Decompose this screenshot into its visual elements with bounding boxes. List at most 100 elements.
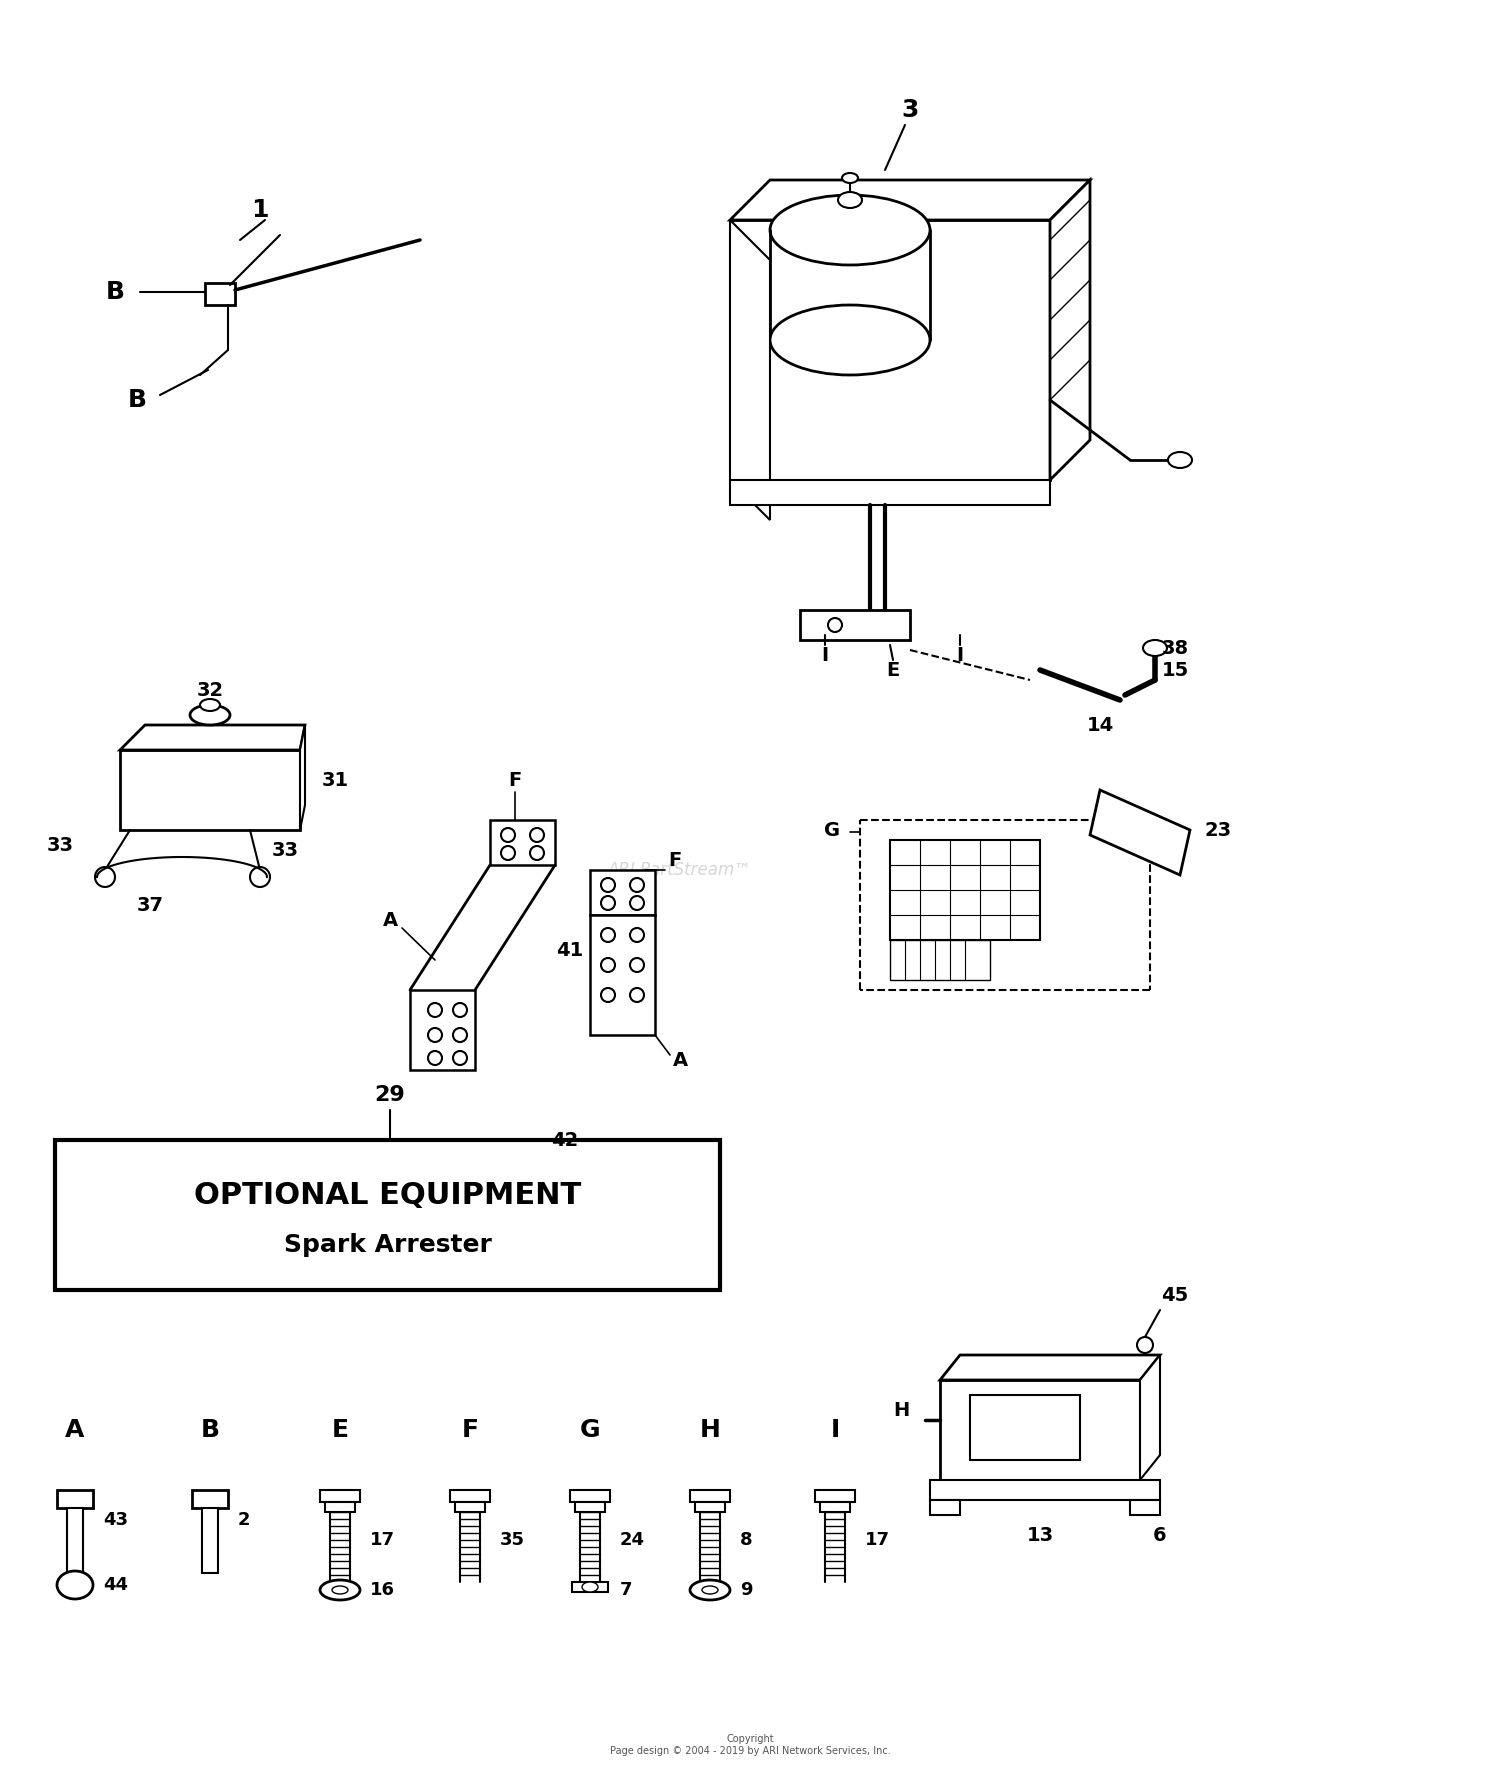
Text: 38: 38 — [1161, 638, 1188, 658]
Ellipse shape — [602, 959, 615, 971]
Ellipse shape — [630, 959, 644, 971]
Text: F: F — [669, 850, 681, 870]
Polygon shape — [1140, 1354, 1160, 1481]
Ellipse shape — [630, 896, 644, 911]
Polygon shape — [590, 914, 656, 1035]
Text: G: G — [579, 1418, 600, 1442]
Ellipse shape — [690, 1581, 730, 1600]
Text: I: I — [831, 1418, 840, 1442]
Text: 24: 24 — [620, 1531, 645, 1549]
Ellipse shape — [190, 706, 230, 725]
Bar — [202, 1508, 217, 1574]
Text: 13: 13 — [1026, 1525, 1053, 1545]
Text: 29: 29 — [375, 1085, 405, 1105]
Bar — [800, 609, 910, 640]
Ellipse shape — [828, 618, 842, 633]
Text: H: H — [699, 1418, 720, 1442]
Ellipse shape — [770, 305, 930, 374]
Text: B: B — [128, 388, 147, 412]
Ellipse shape — [582, 1582, 598, 1591]
Ellipse shape — [501, 829, 515, 843]
Ellipse shape — [501, 846, 515, 861]
Bar — [730, 219, 1050, 479]
Ellipse shape — [1137, 1336, 1154, 1353]
Ellipse shape — [320, 1581, 360, 1600]
Polygon shape — [410, 991, 476, 1069]
Text: A: A — [672, 1051, 687, 1069]
Text: 1: 1 — [252, 198, 268, 223]
Ellipse shape — [57, 1572, 93, 1598]
Ellipse shape — [1143, 640, 1167, 656]
Bar — [570, 1490, 610, 1502]
Bar — [572, 1582, 608, 1591]
Text: 42: 42 — [552, 1130, 579, 1149]
Text: 3: 3 — [902, 98, 918, 121]
Bar — [68, 1508, 82, 1574]
Ellipse shape — [453, 1028, 466, 1042]
Bar — [821, 1502, 850, 1511]
Text: 16: 16 — [370, 1581, 394, 1598]
Text: 37: 37 — [136, 896, 164, 914]
Bar — [890, 839, 1040, 939]
Text: 31: 31 — [321, 770, 348, 789]
Ellipse shape — [602, 879, 615, 893]
Polygon shape — [940, 1354, 1160, 1379]
Text: 35: 35 — [500, 1531, 525, 1549]
Polygon shape — [730, 180, 1090, 219]
Bar — [574, 1502, 604, 1511]
Ellipse shape — [602, 987, 615, 1001]
Text: A: A — [382, 911, 398, 930]
Ellipse shape — [630, 879, 644, 893]
Text: I: I — [822, 645, 828, 665]
Text: 43: 43 — [104, 1511, 128, 1529]
Ellipse shape — [630, 987, 644, 1001]
Polygon shape — [120, 725, 304, 750]
Text: G: G — [824, 820, 840, 839]
Text: B: B — [201, 1418, 219, 1442]
Polygon shape — [730, 219, 770, 520]
Text: E: E — [332, 1418, 348, 1442]
Text: F: F — [509, 770, 522, 789]
Text: I: I — [957, 645, 963, 665]
Text: 33: 33 — [46, 836, 74, 855]
Bar — [970, 1395, 1080, 1459]
Text: ARI PartStream™: ARI PartStream™ — [608, 861, 752, 879]
Bar — [120, 750, 300, 830]
Ellipse shape — [770, 194, 930, 266]
Ellipse shape — [602, 896, 615, 911]
Text: Copyright
Page design © 2004 - 2019 by ARI Network Services, Inc.: Copyright Page design © 2004 - 2019 by A… — [609, 1734, 891, 1755]
Text: OPTIONAL EQUIPMENT: OPTIONAL EQUIPMENT — [194, 1180, 580, 1210]
Text: H: H — [894, 1401, 910, 1420]
Ellipse shape — [94, 868, 116, 887]
Polygon shape — [1090, 789, 1190, 875]
Bar — [730, 479, 1050, 504]
Text: 17: 17 — [370, 1531, 394, 1549]
Text: 17: 17 — [865, 1531, 889, 1549]
Polygon shape — [590, 870, 656, 914]
Ellipse shape — [842, 173, 858, 184]
Bar — [890, 939, 990, 980]
Ellipse shape — [702, 1586, 718, 1595]
Text: 45: 45 — [1161, 1285, 1188, 1304]
Bar — [326, 1502, 356, 1511]
Polygon shape — [300, 725, 304, 830]
Bar — [694, 1502, 724, 1511]
Ellipse shape — [630, 928, 644, 943]
Text: 6: 6 — [1154, 1525, 1167, 1545]
Polygon shape — [1050, 180, 1090, 479]
Ellipse shape — [200, 699, 220, 711]
Ellipse shape — [839, 192, 862, 208]
Bar — [320, 1490, 360, 1502]
Ellipse shape — [530, 829, 544, 843]
Text: A: A — [66, 1418, 84, 1442]
Ellipse shape — [251, 868, 270, 887]
Bar — [690, 1490, 730, 1502]
Ellipse shape — [453, 1051, 466, 1066]
Text: 9: 9 — [740, 1581, 753, 1598]
Bar — [206, 283, 236, 305]
Ellipse shape — [427, 1051, 442, 1066]
Text: B: B — [106, 280, 124, 305]
Bar — [815, 1490, 855, 1502]
Text: 14: 14 — [1086, 716, 1113, 734]
Text: 2: 2 — [238, 1511, 250, 1529]
